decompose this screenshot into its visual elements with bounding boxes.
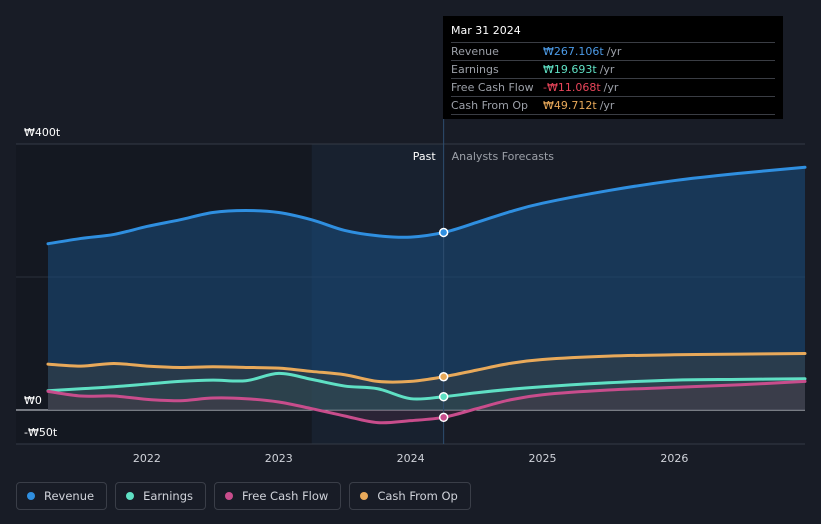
tooltip-unit: /yr [599, 63, 615, 76]
tooltip-value: ₩49.712t [543, 99, 597, 112]
free-cash-flow-area [48, 381, 805, 423]
y-tick-label: ₩0 [24, 394, 42, 407]
tooltip-row-revenue: Revenue ₩267.106t /yr [451, 42, 775, 60]
tooltip-value: ₩19.693t [543, 63, 597, 76]
cash-from-op-line [46, 351, 807, 384]
tooltip-unit: /yr [599, 99, 615, 112]
tooltip-value: -₩11.068t [543, 81, 601, 94]
legend-label: Revenue [44, 489, 95, 503]
legend-label: Free Cash Flow [242, 489, 329, 503]
x-tick-label: 2023 [265, 452, 293, 465]
earnings-marker[interactable] [438, 391, 449, 402]
legend-dot-icon [27, 492, 35, 500]
revenue-marker[interactable] [438, 227, 449, 238]
legend-item-free-cash-flow[interactable]: Free Cash Flow [214, 482, 342, 510]
earnings-line [46, 371, 807, 401]
legend: Revenue Earnings Free Cash Flow Cash Fro… [16, 482, 471, 510]
legend-dot-icon [225, 492, 233, 500]
tooltip-label: Free Cash Flow [451, 81, 534, 94]
tooltip: Mar 31 2024 Revenue ₩267.106t /yr Earnin… [443, 16, 783, 119]
tooltip-row-free-cash-flow: Free Cash Flow -₩11.068t /yr [451, 78, 775, 96]
legend-dot-icon [360, 492, 369, 500]
x-tick-label: 2022 [133, 452, 161, 465]
x-tick-label: 2026 [660, 452, 688, 465]
tooltip-date: Mar 31 2024 [451, 24, 521, 37]
free-cash-flow-marker[interactable] [438, 412, 449, 423]
tooltip-row-earnings: Earnings ₩19.693t /yr [451, 60, 775, 78]
legend-dot-icon [126, 492, 135, 500]
revenue-line [46, 165, 807, 246]
legend-item-earnings[interactable]: Earnings [115, 482, 206, 510]
past-label: Past [413, 150, 437, 163]
tooltip-label: Cash From Op [451, 99, 529, 112]
cash-from-op-marker[interactable] [438, 372, 449, 382]
tooltip-label: Earnings [451, 63, 499, 76]
y-tick-label: -₩50t [24, 426, 58, 439]
tooltip-unit: /yr [606, 45, 622, 58]
tooltip-row-cash-from-op: Cash From Op ₩49.712t /yr [451, 96, 775, 115]
tooltip-unit: /yr [603, 81, 619, 94]
tooltip-value: ₩267.106t [543, 45, 604, 58]
y-tick-label: ₩400t [24, 126, 61, 139]
free-cash-flow-line [46, 379, 807, 425]
revenue-area [48, 167, 805, 410]
legend-item-cash-from-op[interactable]: Cash From Op [349, 482, 471, 510]
tooltip-label: Revenue [451, 45, 499, 58]
legend-item-revenue[interactable]: Revenue [16, 482, 108, 510]
legend-label: Cash From Op [377, 489, 458, 503]
legend-label: Earnings [143, 489, 193, 503]
x-tick-label: 2025 [529, 452, 557, 465]
x-tick-label: 2024 [397, 452, 425, 465]
forecast-label: Analysts Forecasts [452, 150, 555, 163]
